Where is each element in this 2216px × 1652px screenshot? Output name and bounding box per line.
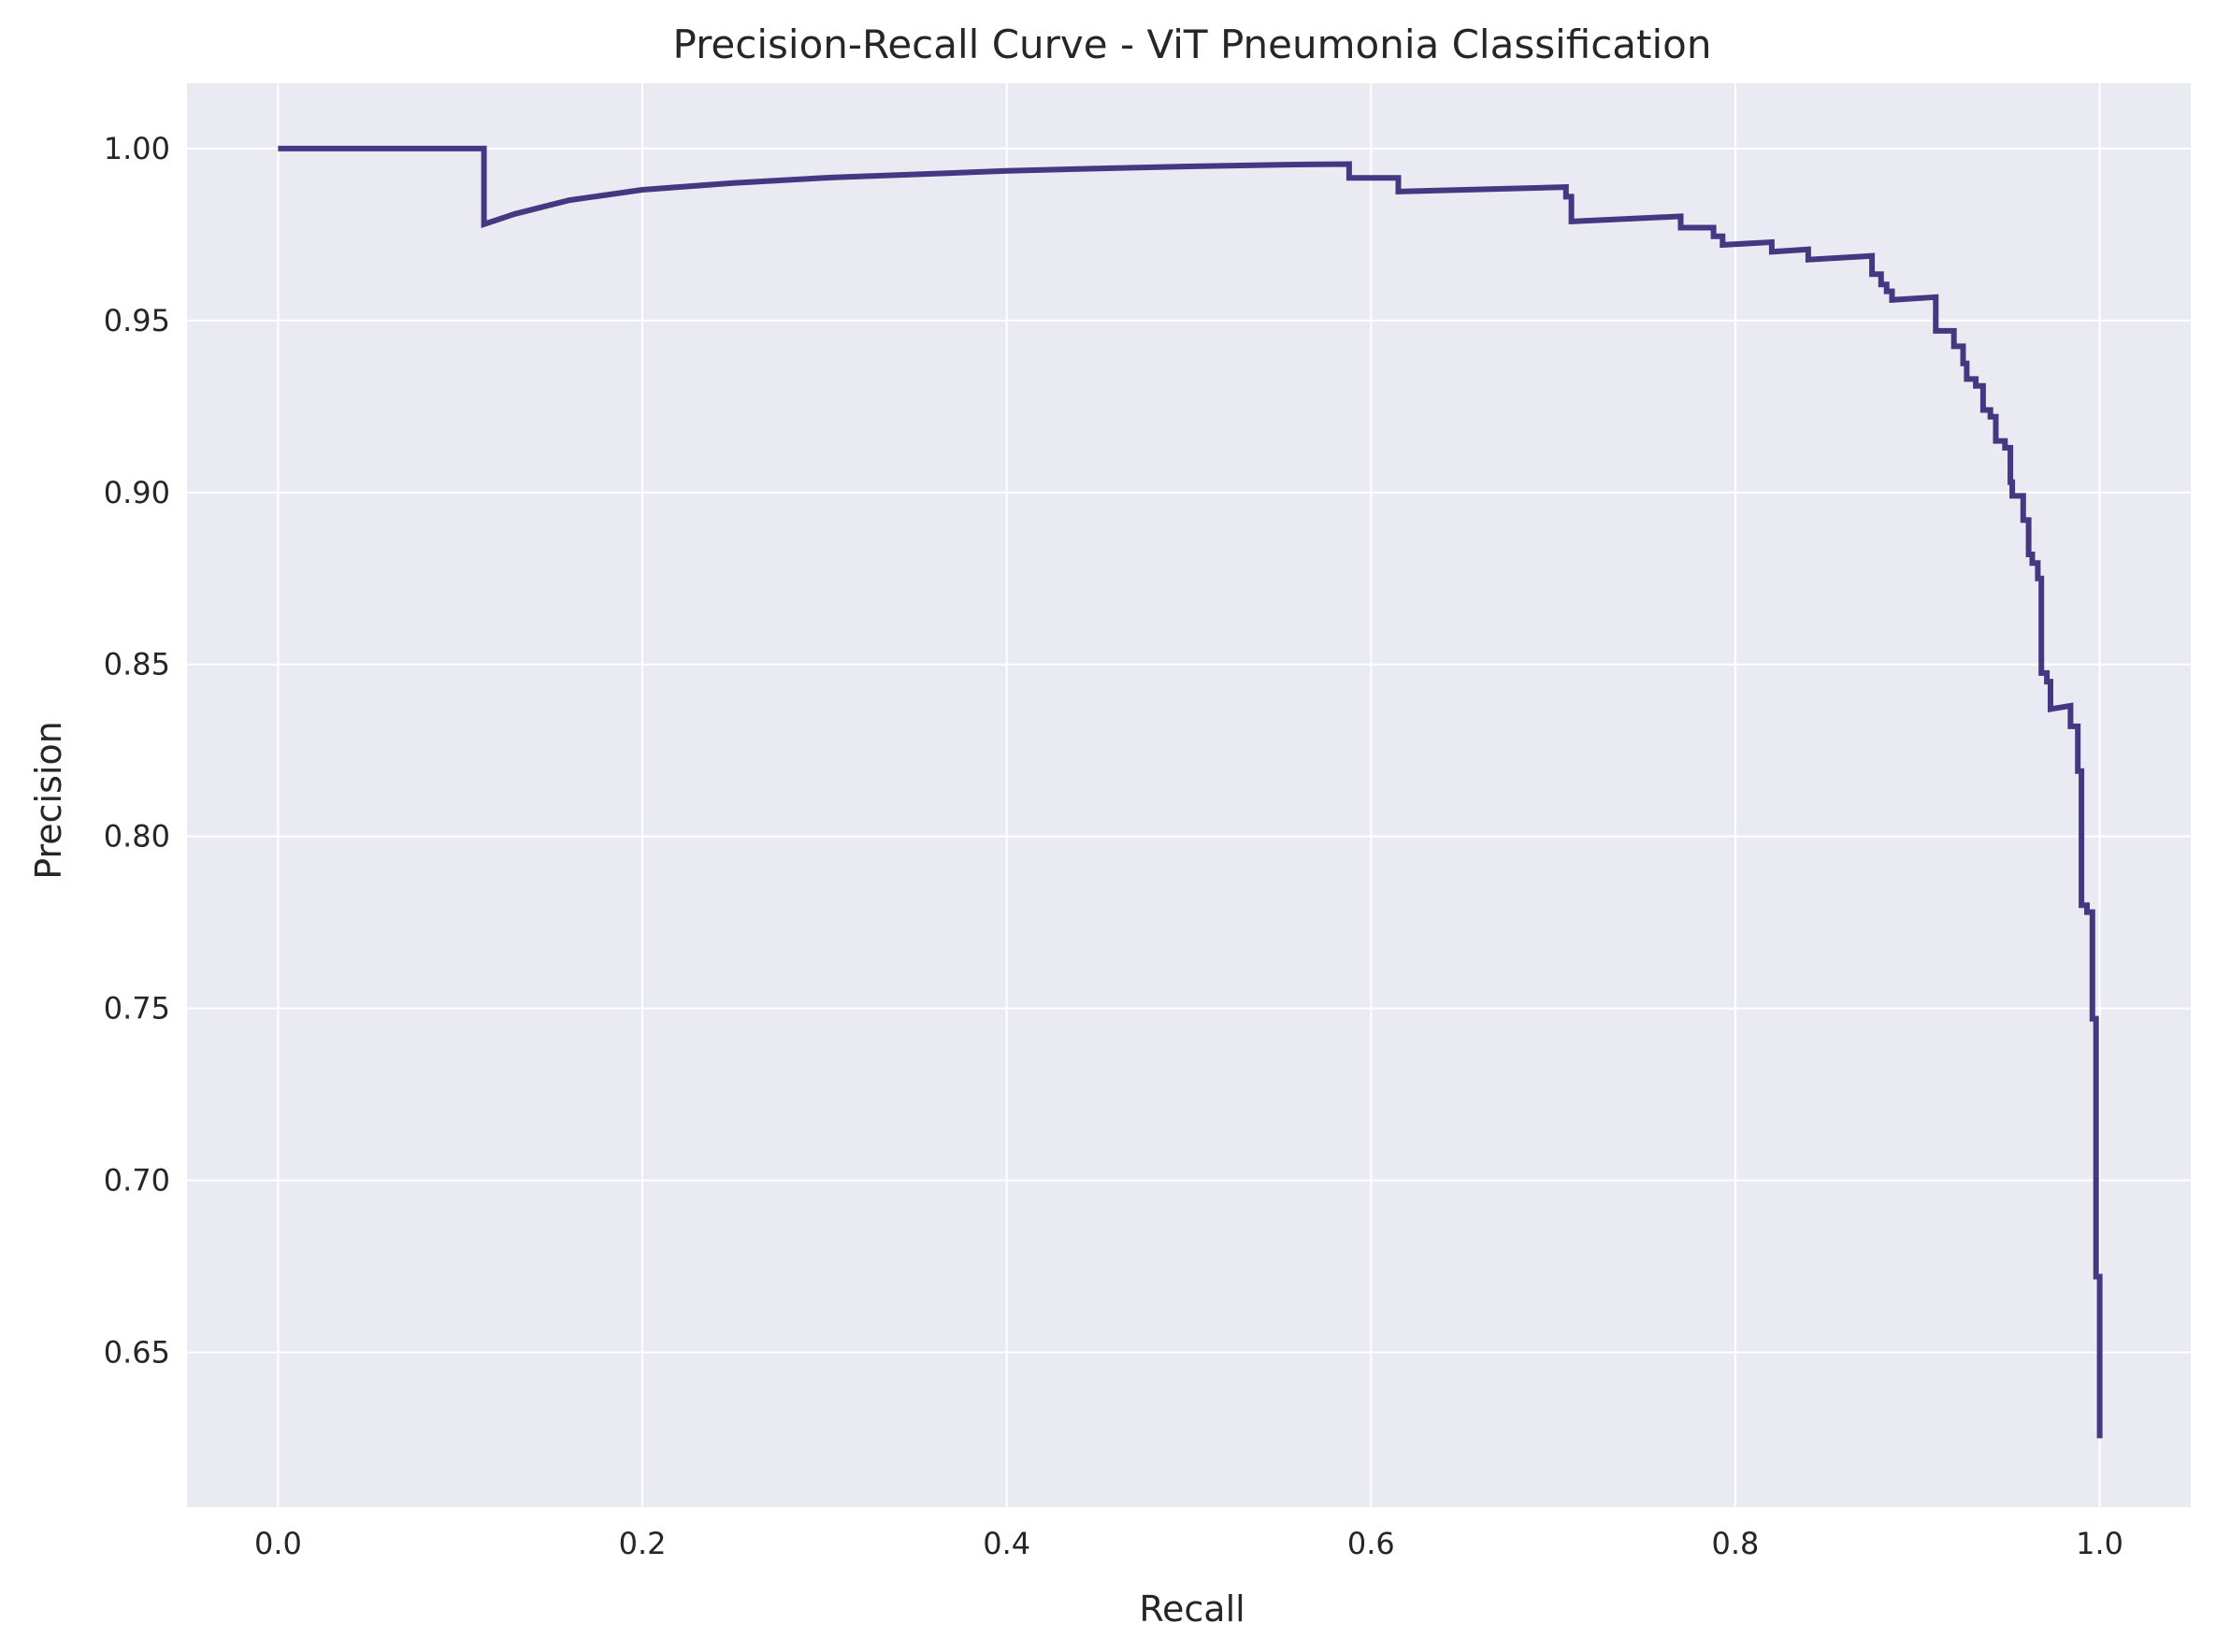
x-tick-label: 0.6 <box>1347 1526 1395 1561</box>
grid-lines <box>187 83 2191 1507</box>
y-tick-label: 0.80 <box>104 819 170 855</box>
x-tick-label: 1.0 <box>2076 1526 2123 1561</box>
y-tick-label: 0.95 <box>104 303 170 338</box>
y-axis-ticks: 0.65 0.70 0.75 0.80 0.85 0.90 0.95 1.00 <box>104 131 170 1371</box>
chart-title: Precision-Recall Curve - ViT Pneumonia C… <box>672 22 1711 67</box>
x-tick-label: 0.0 <box>254 1526 302 1561</box>
x-axis-ticks: 0.0 0.2 0.4 0.6 0.8 1.0 <box>254 1526 2123 1561</box>
x-tick-label: 0.4 <box>983 1526 1030 1561</box>
y-tick-label: 0.70 <box>104 1163 170 1199</box>
y-tick-label: 0.65 <box>104 1334 170 1370</box>
precision-recall-curve-line <box>278 145 2103 1439</box>
y-axis-label: Precision <box>28 721 69 880</box>
y-tick-label: 0.90 <box>104 475 170 510</box>
y-tick-label: 0.75 <box>104 991 170 1027</box>
x-axis-label: Recall <box>1139 1588 1245 1630</box>
x-tick-label: 0.2 <box>619 1526 667 1561</box>
y-tick-label: 0.85 <box>104 647 170 682</box>
y-tick-label: 1.00 <box>104 131 170 166</box>
x-tick-label: 0.8 <box>1712 1526 1760 1561</box>
